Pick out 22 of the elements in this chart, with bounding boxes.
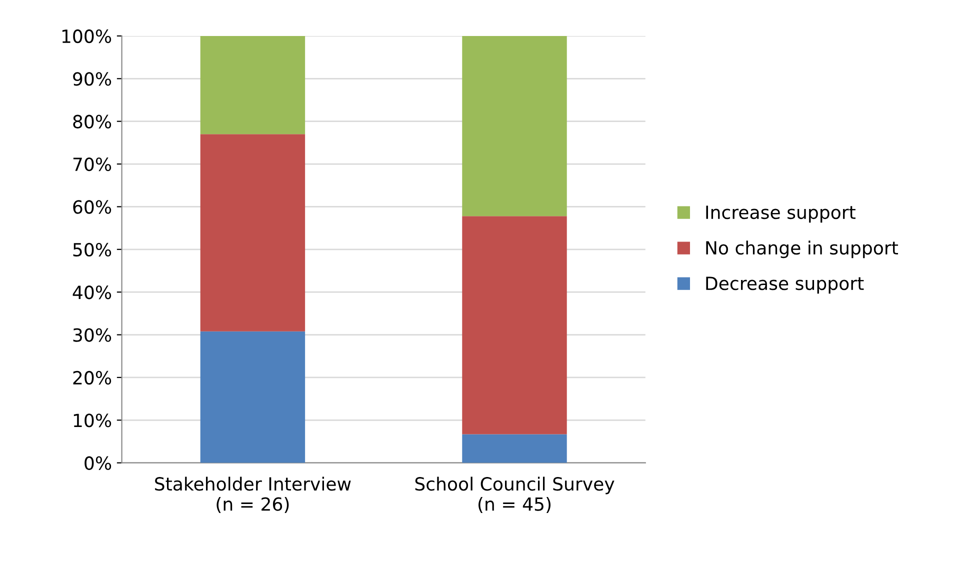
- y-tick-label: 80%: [73, 114, 112, 128]
- bar: [200, 134, 306, 332]
- y-tick-label: 100%: [62, 29, 112, 44]
- bar: [200, 36, 306, 134]
- y-tick-label: 50%: [73, 242, 112, 257]
- bar: [462, 434, 567, 463]
- legend-label: Decrease support: [706, 276, 864, 294]
- y-tick-label: 60%: [73, 200, 112, 214]
- x-tick-label: Stakeholder Interview (n = 26): [155, 476, 351, 514]
- y-tick-label: 0%: [84, 456, 112, 470]
- x-tick-label: School Council Survey (n = 45): [415, 476, 614, 514]
- legend-label: No change in support: [706, 240, 898, 258]
- legend-label: Increase support: [706, 206, 856, 223]
- y-tick-label: 70%: [73, 157, 112, 172]
- y-tick-label: 20%: [73, 370, 112, 385]
- y-tick-label: 10%: [74, 414, 112, 428]
- bar: [462, 216, 567, 434]
- bar: [200, 331, 306, 463]
- y-tick-label: 90%: [73, 72, 112, 86]
- bar: [462, 36, 567, 216]
- y-tick-label: 40%: [72, 286, 112, 300]
- y-tick-label: 30%: [73, 328, 112, 342]
